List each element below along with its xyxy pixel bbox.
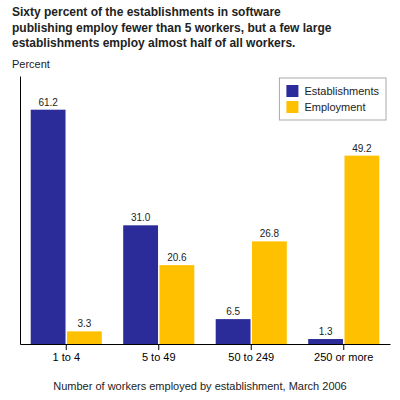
x-tick-mark	[251, 344, 252, 350]
y-axis-line	[20, 77, 21, 345]
y-axis	[20, 77, 21, 345]
legend-label: Employment	[304, 101, 365, 113]
data-label: 20.6	[167, 252, 187, 263]
bar	[344, 156, 379, 344]
x-tick-mark	[66, 344, 67, 350]
title-line: publishing employ fewer than 5 workers, …	[12, 21, 332, 35]
bar	[123, 225, 158, 344]
x-axis-line	[21, 344, 391, 345]
data-label: 26.8	[260, 228, 280, 239]
x-tick: 50 to 249	[228, 344, 274, 363]
bar	[308, 339, 343, 344]
title-line: establishments employ almost half of all…	[12, 36, 295, 50]
bar	[252, 241, 287, 344]
title-line: Sixty percent of the establishments in s…	[12, 5, 281, 19]
data-label: 31.0	[131, 212, 151, 223]
bar	[67, 331, 102, 344]
legend-swatch	[286, 85, 298, 97]
legend-swatch	[286, 101, 298, 113]
y-axis-title: Percent	[12, 58, 50, 70]
x-tick-mark	[343, 344, 344, 350]
title: Sixty percent of the establishments in s…	[12, 5, 332, 50]
x-axis-title: Number of workers employed by establishm…	[53, 380, 346, 392]
bar	[31, 110, 66, 344]
x-tick: 250 or more	[314, 344, 373, 363]
x-tick: 1 to 4	[52, 344, 80, 363]
x-axis: 1 to 4 5 to 49 50 to 249 250 or more	[21, 344, 391, 363]
x-tick-mark	[158, 344, 159, 350]
bar	[216, 319, 251, 344]
legend-box	[279, 78, 386, 120]
x-tick-label: 250 or more	[314, 351, 373, 363]
legend: Establishments Employment	[279, 78, 386, 120]
x-tick-label: 1 to 4	[52, 351, 80, 363]
chart: Sixty percent of the establishments in s…	[0, 0, 400, 400]
bars	[31, 110, 380, 344]
x-tick-label: 5 to 49	[142, 351, 176, 363]
data-label: 49.2	[352, 143, 372, 154]
x-tick: 5 to 49	[142, 344, 176, 363]
data-label: 1.3	[319, 326, 333, 337]
x-tick-label: 50 to 249	[228, 351, 274, 363]
data-label: 3.3	[77, 318, 91, 329]
bar	[159, 265, 194, 344]
data-label: 61.2	[38, 97, 58, 108]
data-labels: 61.2 31.0 6.5 1.3 3.3 20.6 26.8 49.2	[38, 97, 372, 337]
legend-label: Establishments	[304, 85, 379, 97]
data-label: 6.5	[226, 306, 240, 317]
